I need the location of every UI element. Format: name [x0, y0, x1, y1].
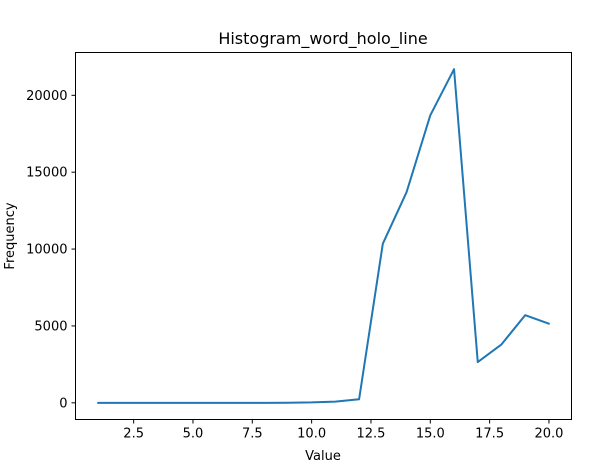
series-layer	[97, 68, 550, 404]
y-tick-label: 20000	[26, 89, 67, 104]
x-tick-label: 12.5	[356, 427, 385, 442]
y-axis: 0 5000 10000 15000 20000	[26, 89, 76, 411]
axes-frame	[75, 52, 572, 420]
y-tick-label: 5000	[34, 319, 67, 334]
x-tick-label: 2.5	[123, 427, 144, 442]
x-tick-label: 10.0	[297, 427, 326, 442]
y-tick-label: 10000	[26, 243, 67, 258]
x-tick-label: 7.5	[242, 427, 263, 442]
x-axis-label: Value	[305, 449, 341, 464]
plot-area	[75, 52, 572, 420]
chart-title: Histogram_word_holo_line	[218, 29, 427, 49]
y-tick-label: 0	[59, 396, 67, 411]
x-tick-label: 20.0	[534, 427, 563, 442]
y-tick-label: 15000	[26, 166, 67, 181]
y-axis-label: Frequency	[3, 202, 18, 269]
x-tick-label: 5.0	[183, 427, 204, 442]
x-tick-label: 15.0	[416, 427, 445, 442]
x-tick-label: 17.5	[475, 427, 504, 442]
x-axis: 2.5 5.0 7.5 10.0 12.5 15.0 17.5 20.0	[123, 419, 563, 442]
series-line	[97, 68, 550, 404]
